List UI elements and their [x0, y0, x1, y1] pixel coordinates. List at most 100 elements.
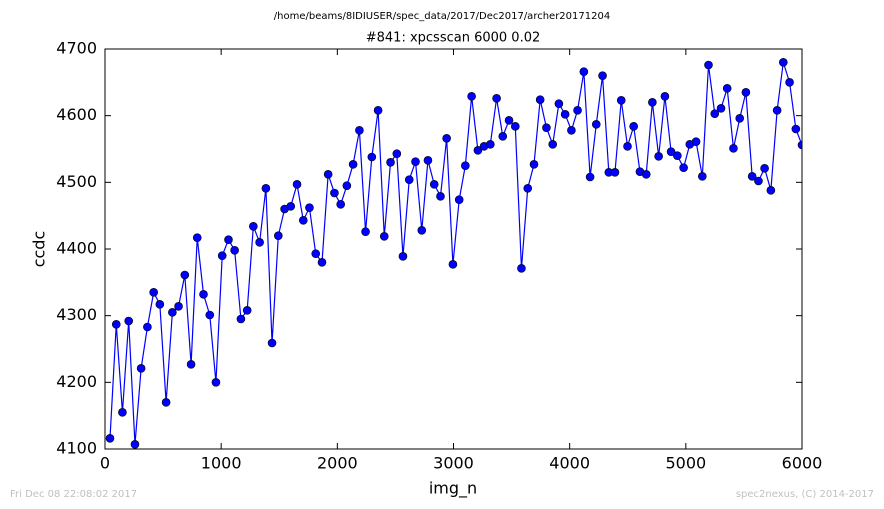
data-point: [130, 440, 140, 449]
data-point: [454, 195, 464, 204]
data-point: [461, 161, 470, 170]
data-point: [797, 140, 802, 150]
data-point: [311, 249, 321, 258]
data-point: [323, 170, 333, 179]
data-point: [673, 151, 682, 160]
data-point: [367, 152, 377, 162]
data-point: [373, 106, 383, 115]
data-point: [517, 264, 526, 273]
data-point: [722, 84, 732, 93]
data-point: [704, 60, 713, 70]
data-point: [192, 233, 202, 242]
data-point: [411, 157, 420, 166]
data-point: [473, 146, 483, 155]
data-point: [317, 258, 327, 267]
data-point: [342, 181, 352, 190]
data-point: [741, 88, 751, 97]
data-point: [660, 92, 670, 101]
data-point: [242, 306, 252, 315]
data-point: [698, 172, 707, 181]
data-point: [691, 137, 701, 146]
data-point: [330, 188, 339, 198]
x-tick-label: 5000: [665, 454, 706, 473]
data-point: [666, 147, 676, 156]
data-point: [217, 251, 227, 260]
data-point: [249, 222, 258, 231]
y-tick-label: 4100: [56, 439, 97, 458]
y-tick-label: 4500: [56, 172, 97, 191]
y-tick-label: 4600: [56, 105, 97, 124]
data-point: [467, 92, 476, 101]
data-point: [654, 152, 663, 161]
x-tick-label: 6000: [782, 454, 823, 473]
data-point: [274, 231, 283, 240]
data-point: [298, 216, 308, 225]
data-point: [236, 314, 246, 324]
data-point: [529, 160, 539, 169]
data-point: [286, 202, 296, 211]
data-point: [361, 227, 370, 236]
data-point: [448, 260, 458, 269]
data-point: [591, 120, 601, 129]
data-point: [111, 320, 121, 329]
data-point: [155, 300, 165, 309]
y-tick-label: 4200: [56, 372, 97, 391]
data-point: [492, 94, 501, 103]
data-point: [579, 67, 589, 76]
data-point: [168, 308, 177, 317]
y-axis-label: ccdc: [30, 231, 49, 268]
data-point: [486, 140, 495, 149]
data-point: [760, 164, 769, 173]
data-point: [560, 110, 570, 119]
data-point: [336, 200, 346, 209]
data-point: [292, 180, 302, 189]
data-point: [386, 158, 395, 167]
data-point: [143, 322, 152, 332]
data-point: [180, 270, 190, 280]
data-point: [417, 226, 427, 235]
data-point: [205, 310, 215, 320]
data-point: [230, 246, 239, 255]
data-point: [261, 184, 271, 193]
data-point: [610, 168, 620, 177]
data-point: [136, 364, 146, 373]
data-point: [199, 290, 208, 299]
y-tick-label: 4700: [56, 39, 97, 58]
plot-area: [105, 58, 802, 449]
data-point: [436, 192, 445, 201]
chart-title: #841: xpcsscan 6000 0.02: [366, 31, 541, 46]
data-point: [747, 172, 757, 181]
data-point: [778, 58, 788, 67]
footer-right: spec2nexus, (C) 2014-2017: [736, 489, 874, 500]
data-point: [161, 398, 171, 407]
x-tick-label: 4000: [549, 454, 590, 473]
data-point: [710, 109, 720, 118]
data-point: [548, 140, 558, 149]
data-point: [511, 122, 520, 131]
data-point: [754, 176, 763, 186]
data-point: [648, 98, 657, 107]
data-point: [573, 106, 582, 115]
data-point: [641, 170, 651, 179]
data-point: [429, 180, 439, 189]
data-point: [224, 235, 233, 244]
footer-left: Fri Dec 08 22:08:02 2017: [10, 489, 137, 500]
data-point: [355, 126, 364, 135]
data-point: [124, 316, 133, 326]
data-point: [542, 123, 551, 132]
data-point: [791, 124, 801, 134]
data-point: [523, 184, 533, 193]
data-point: [616, 96, 626, 105]
data-point: [629, 122, 638, 131]
data-point: [267, 338, 277, 348]
data-point: [785, 78, 794, 87]
data-point: [679, 163, 688, 172]
header: /home/beams/8IDIUSER/spec_data/2017/Dec2…: [274, 11, 610, 22]
data-point: [149, 288, 158, 297]
data-point: [423, 156, 433, 165]
data-point: [504, 116, 514, 125]
x-axis-label: img_n: [429, 479, 477, 499]
data-point: [554, 99, 564, 108]
data-point: [404, 175, 414, 184]
